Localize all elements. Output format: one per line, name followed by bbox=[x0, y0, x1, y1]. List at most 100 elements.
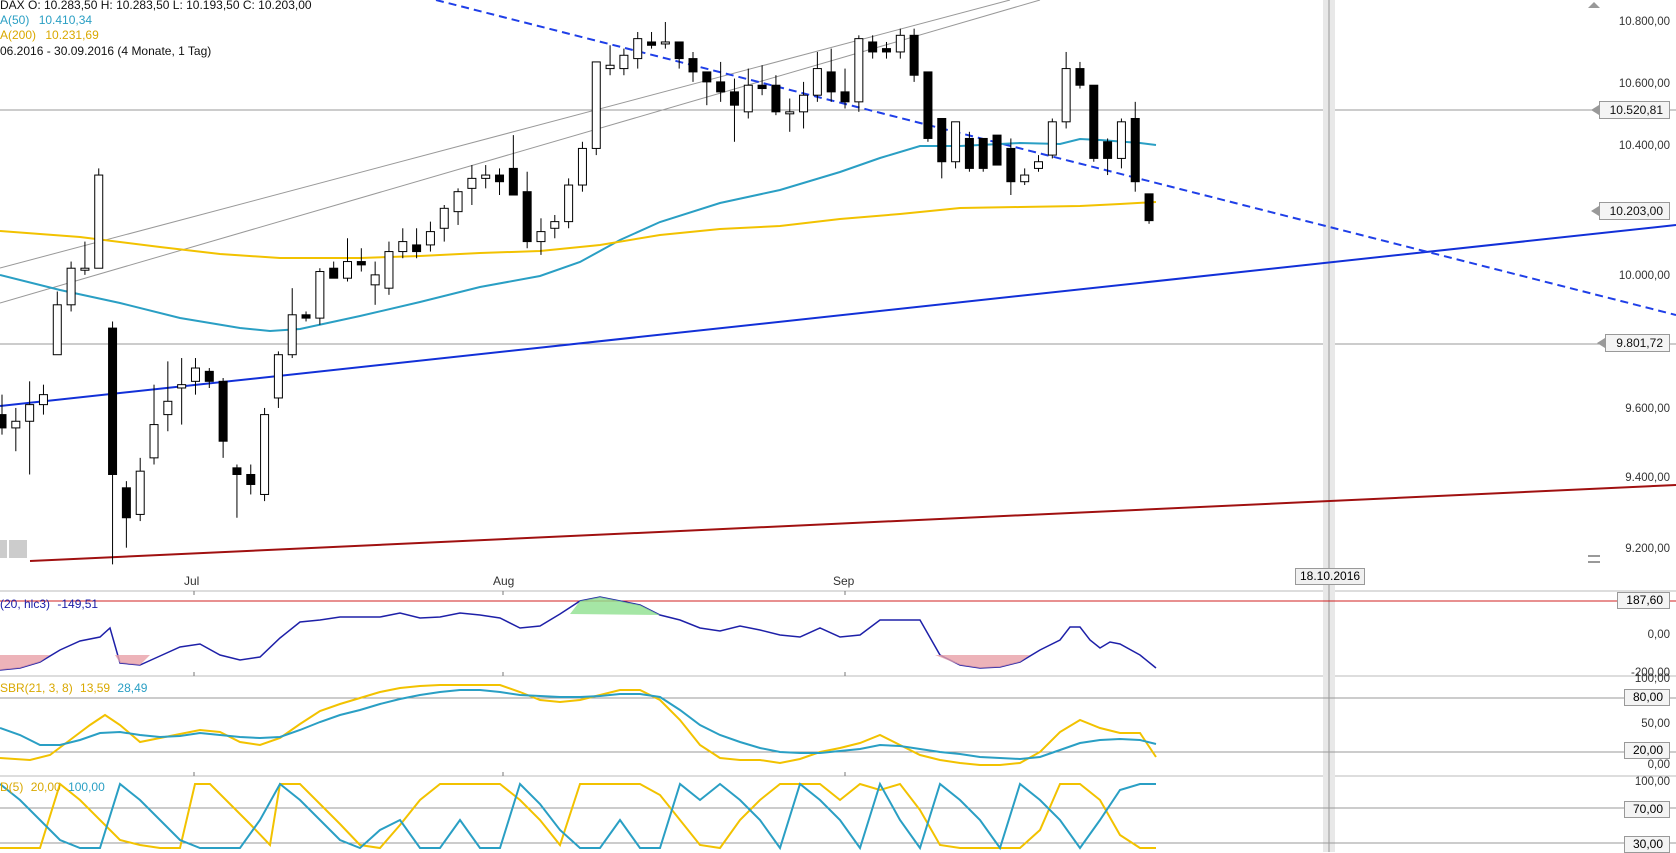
candle-body bbox=[453, 191, 463, 213]
stoch-value-fast: 20,00 bbox=[30, 780, 61, 794]
future-date-marker: 18.10.2016 bbox=[1295, 568, 1366, 585]
channel-line-lower bbox=[0, 0, 1041, 304]
candle-body bbox=[951, 121, 961, 163]
candle-body bbox=[909, 34, 919, 76]
price-tick: 10.800,00 bbox=[1618, 16, 1670, 28]
candle-body bbox=[343, 261, 352, 279]
candle-body bbox=[163, 400, 173, 416]
scroll-down-icon[interactable] bbox=[1588, 555, 1600, 563]
candle-body bbox=[1130, 117, 1140, 183]
candle-body bbox=[591, 61, 601, 149]
candle-body bbox=[190, 367, 200, 382]
stoch-label: D(5) bbox=[0, 780, 24, 794]
trend-line-red bbox=[29, 484, 1676, 562]
scroll-up-icon[interactable] bbox=[1588, 2, 1600, 8]
candle-body bbox=[550, 221, 560, 229]
candle-body bbox=[771, 84, 781, 113]
candle-body bbox=[785, 111, 795, 115]
stoch-value-slow: 100,00 bbox=[68, 780, 105, 794]
sbr-label: SBR(21, 3, 8) bbox=[0, 681, 73, 695]
candle-body bbox=[94, 174, 104, 269]
sbr-fast-line bbox=[0, 684, 1157, 766]
candle-body bbox=[619, 54, 629, 70]
candle-body bbox=[895, 34, 905, 53]
sbr-legend: SBR(21, 3, 8) 13,59 28,49 bbox=[0, 681, 147, 695]
candle-body bbox=[1116, 121, 1126, 159]
candle-body bbox=[508, 167, 518, 196]
price-marker-last: 10.203,00 bbox=[1590, 202, 1670, 220]
month-label-jul: Jul bbox=[184, 574, 200, 588]
candle-body bbox=[840, 91, 850, 103]
sma200-legend: A(200) 10.231,69 bbox=[0, 28, 99, 43]
candle-body bbox=[1061, 68, 1071, 123]
candle-body bbox=[232, 467, 242, 475]
candle-body bbox=[25, 404, 35, 422]
candle-body bbox=[1089, 84, 1099, 159]
month-label-aug: Aug bbox=[493, 574, 515, 588]
candle-body bbox=[605, 64, 615, 70]
candle-body bbox=[412, 244, 422, 253]
month-label-sep: Sep bbox=[833, 574, 855, 588]
candle-body bbox=[854, 38, 864, 103]
candle-body bbox=[481, 174, 491, 179]
candle-body bbox=[246, 473, 256, 485]
candle-body bbox=[633, 38, 643, 60]
candle-body bbox=[1034, 161, 1043, 169]
candle-body bbox=[937, 117, 947, 163]
candle-body bbox=[66, 267, 76, 306]
sma50-label: A(50) bbox=[0, 13, 30, 27]
price-tick: 10.600,00 bbox=[1618, 78, 1670, 90]
channel-line-upper bbox=[0, 0, 1011, 269]
candle-body bbox=[1103, 141, 1113, 159]
sbr-tick: 50,00 bbox=[1641, 718, 1670, 730]
candle-body bbox=[702, 71, 712, 83]
cci-positive-area bbox=[570, 597, 660, 615]
candle-body bbox=[1075, 68, 1085, 86]
candle-body bbox=[881, 48, 891, 53]
candle-body bbox=[370, 274, 380, 286]
candle-body bbox=[964, 137, 974, 169]
candle-body bbox=[799, 94, 809, 113]
price-marker-support: 9.801,72 bbox=[1597, 334, 1670, 352]
sma50-legend: A(50) 10.410,34 bbox=[0, 13, 92, 28]
candle-body bbox=[149, 424, 159, 459]
candle-body bbox=[577, 147, 587, 186]
candle-body bbox=[204, 370, 214, 382]
candle-body bbox=[52, 304, 62, 356]
candle-body bbox=[38, 394, 48, 406]
candle-body bbox=[688, 58, 698, 73]
candle-body bbox=[647, 41, 657, 46]
sma50-value: 10.410,34 bbox=[38, 13, 93, 27]
sbr-tick: 0,00 bbox=[1647, 759, 1670, 771]
candle-body bbox=[757, 84, 767, 90]
nav-home-icon[interactable] bbox=[9, 540, 27, 558]
cci-value: -149,51 bbox=[57, 597, 99, 611]
nav-left-icon[interactable] bbox=[0, 540, 7, 558]
candle-body bbox=[135, 470, 145, 515]
cci-label: (20, hlc3) bbox=[0, 597, 51, 611]
candle-body bbox=[674, 41, 684, 60]
candle-body bbox=[660, 41, 670, 45]
sbr-value-fast: 13,59 bbox=[80, 681, 111, 695]
stoch-legend: D(5) 20,00 100,00 bbox=[0, 780, 105, 794]
sbr-value-slow: 28,49 bbox=[117, 681, 148, 695]
candle-body bbox=[439, 207, 449, 229]
candle-body bbox=[315, 271, 325, 319]
cci-tick: 0,00 bbox=[1647, 629, 1670, 641]
sbr-slow-line bbox=[0, 689, 1157, 761]
candle-body bbox=[260, 414, 270, 495]
price-tick: 9.600,00 bbox=[1625, 403, 1670, 415]
cci-upper-marker: 187,60 bbox=[1617, 592, 1670, 609]
candle-body bbox=[1020, 174, 1030, 183]
date-range: 06.2016 - 30.09.2016 (4 Monate, 1 Tag) bbox=[0, 44, 212, 58]
price-tick: 10.400,00 bbox=[1618, 140, 1670, 152]
sbr-tick: 100,00 bbox=[1634, 673, 1670, 685]
candle-body bbox=[301, 314, 311, 319]
candle-body bbox=[536, 231, 546, 243]
sbr-marker-80: 80,00 bbox=[1623, 689, 1670, 706]
stoch-tick: 100,00 bbox=[1634, 776, 1670, 788]
cci-negative-area bbox=[0, 655, 50, 670]
candle-body bbox=[992, 134, 1002, 166]
ohlc-readout: DAX O: 10.283,50 H: 10.283,50 L: 10.193,… bbox=[0, 0, 312, 12]
cci-tick: -200,00 bbox=[1630, 667, 1670, 679]
